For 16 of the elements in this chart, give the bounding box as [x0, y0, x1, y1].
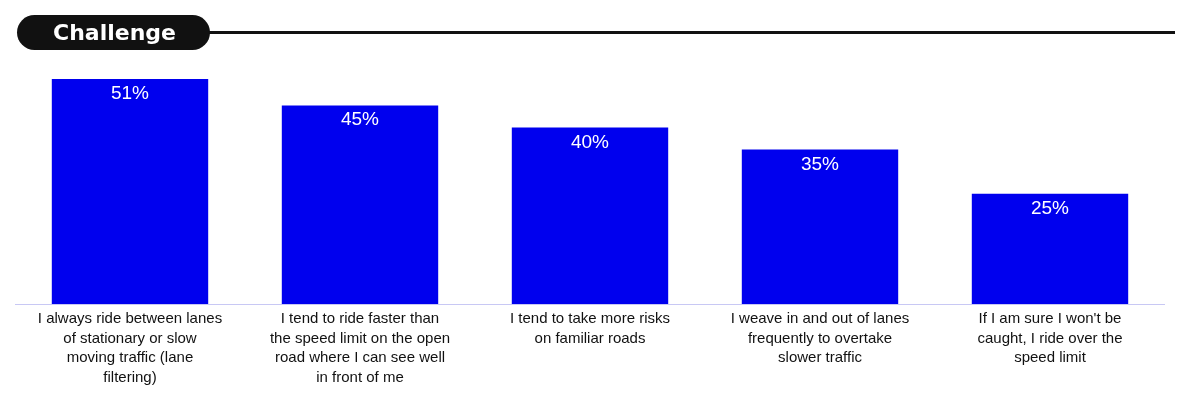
x-tick-label: I tend to take more risks on familiar roads	[509, 309, 671, 346]
bar	[741, 149, 899, 304]
x-tick-label: I tend to ride faster than the speed limit on the open road where I can see well in front of me	[269, 309, 451, 385]
data-label: 51%	[110, 82, 150, 103]
bar	[511, 127, 669, 304]
x-tick-label: If I am sure I won't be caught, I ride over the speed limit	[977, 309, 1123, 365]
data-label: 25%	[1030, 196, 1070, 218]
data-label: 35%	[800, 152, 840, 174]
bar	[281, 105, 439, 304]
data-label: 40%	[570, 130, 610, 152]
data-label: 45%	[340, 108, 380, 130]
x-tick-label: I weave in and out of lanes frequently to overtake slower traffic	[730, 309, 910, 365]
chart-title: Challenge	[17, 15, 210, 50]
bar	[971, 193, 1129, 304]
x-tick-label: I always ride between lanes of stationary or slow moving traffic (lane filtering)	[37, 309, 223, 385]
bar	[51, 79, 209, 304]
